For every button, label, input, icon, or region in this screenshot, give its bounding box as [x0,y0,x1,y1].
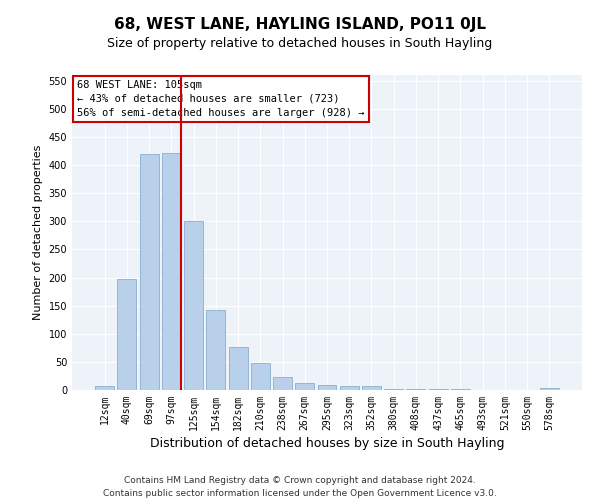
Bar [540,388,559,390]
Bar [273,376,292,390]
Text: Contains HM Land Registry data © Crown copyright and database right 2024.
Contai: Contains HM Land Registry data © Crown c… [103,476,497,498]
Bar [95,386,114,390]
Bar [340,386,359,390]
Bar [140,154,158,390]
Bar [251,363,270,390]
X-axis label: Distribution of detached houses by size in South Hayling: Distribution of detached houses by size … [150,437,504,450]
Bar [295,383,314,390]
Bar [229,346,248,390]
Bar [384,389,403,390]
Text: 68, WEST LANE, HAYLING ISLAND, PO11 0JL: 68, WEST LANE, HAYLING ISLAND, PO11 0JL [114,18,486,32]
Text: Size of property relative to detached houses in South Hayling: Size of property relative to detached ho… [107,38,493,51]
Y-axis label: Number of detached properties: Number of detached properties [33,145,43,320]
Bar [317,385,337,390]
Bar [362,386,381,390]
Bar [118,278,136,390]
Bar [206,310,225,390]
Bar [162,152,181,390]
Bar [184,221,203,390]
Text: 68 WEST LANE: 105sqm
← 43% of detached houses are smaller (723)
56% of semi-deta: 68 WEST LANE: 105sqm ← 43% of detached h… [77,80,365,118]
